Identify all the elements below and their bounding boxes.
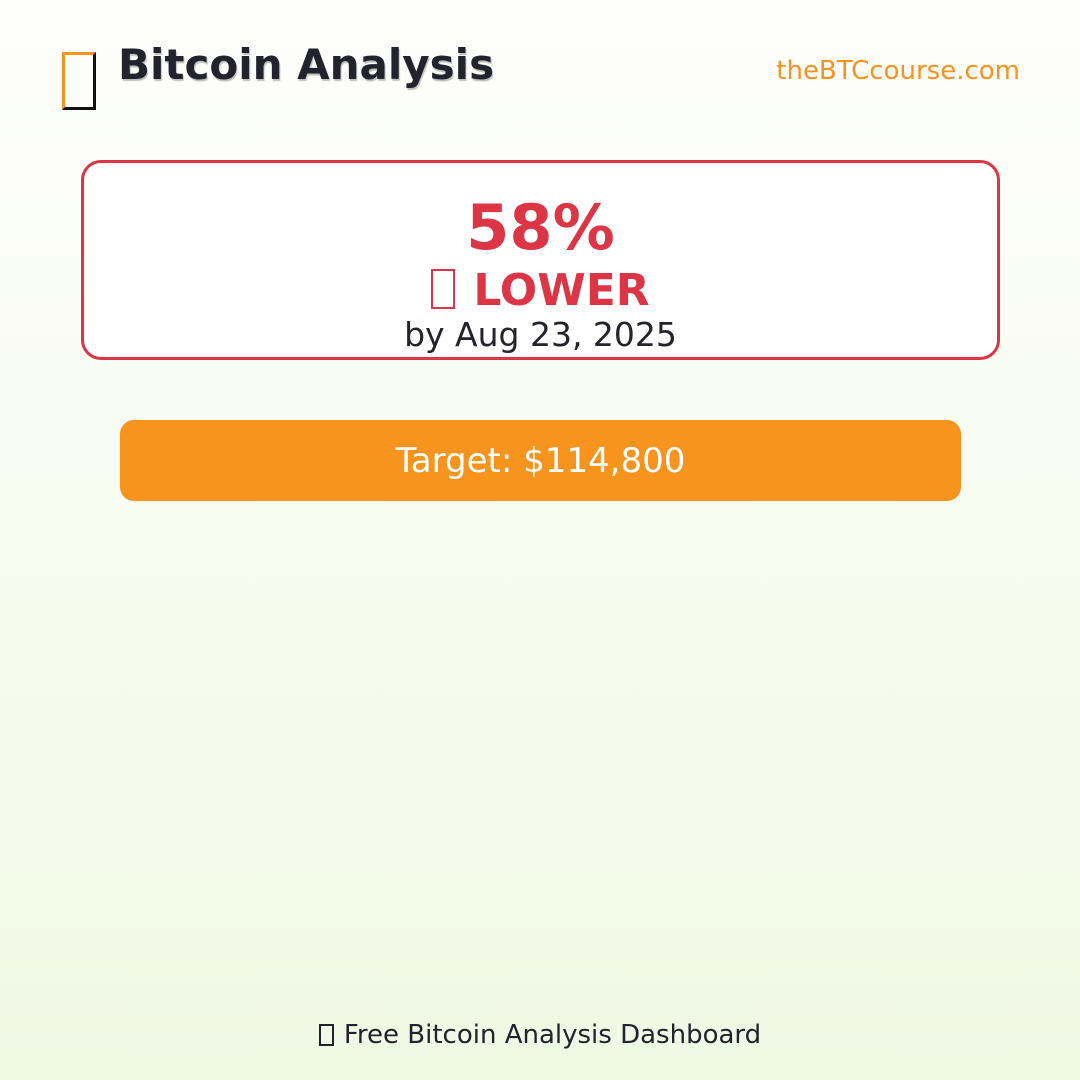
page-title: Bitcoin Analysis: [118, 40, 495, 89]
prediction-percent: 58%: [466, 191, 615, 264]
down-trend-icon: [431, 269, 456, 309]
target-label: Target: $114,800: [395, 440, 686, 481]
target-banner: Target: $114,800: [120, 420, 961, 501]
footer-text: Free Bitcoin Analysis Dashboard: [343, 1020, 762, 1050]
chart-icon: [318, 1024, 334, 1046]
direction-label: LOWER: [473, 265, 650, 316]
site-link[interactable]: theBTCcourse.com: [776, 56, 1020, 86]
prediction-direction: LOWER: [84, 265, 997, 317]
prediction-card: 58% LOWER by Aug 23, 2025: [81, 160, 1000, 360]
footer: Free Bitcoin Analysis Dashboard: [0, 1020, 1080, 1050]
prediction-date: by Aug 23, 2025: [404, 315, 677, 354]
bitcoin-icon: [62, 52, 96, 110]
